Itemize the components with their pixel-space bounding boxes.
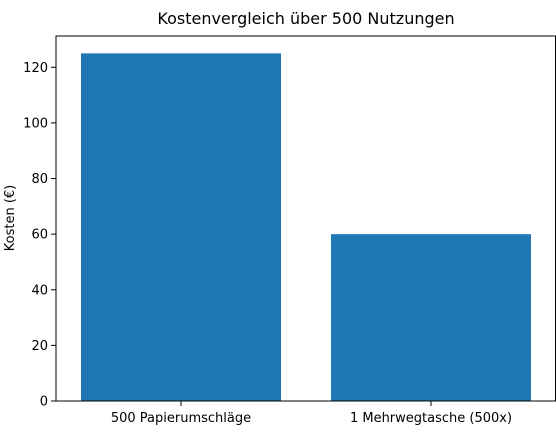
y-tick-label: 100 [23,116,48,131]
bar-2 [331,234,531,401]
y-tick-label: 80 [31,172,48,187]
x-tick-label: 1 Mehrwegtasche (500x) [350,411,512,426]
x-tick-label: 500 Papierumschläge [111,411,251,426]
y-tick-label: 0 [40,395,48,410]
y-tick-label: 20 [31,339,48,354]
y-axis-label: Kosten (€) [3,185,18,252]
y-tick-label: 120 [23,61,48,76]
plot-area: 0 20 40 60 80 100 120 500 Papierumschläge 1 Mehr… [23,35,556,426]
y-tick-label: 40 [31,283,48,298]
y-tick-label: 60 [31,228,48,243]
bar-1 [81,53,281,401]
chart-title: Kostenvergleich über 500 Nutzungen [157,9,454,28]
